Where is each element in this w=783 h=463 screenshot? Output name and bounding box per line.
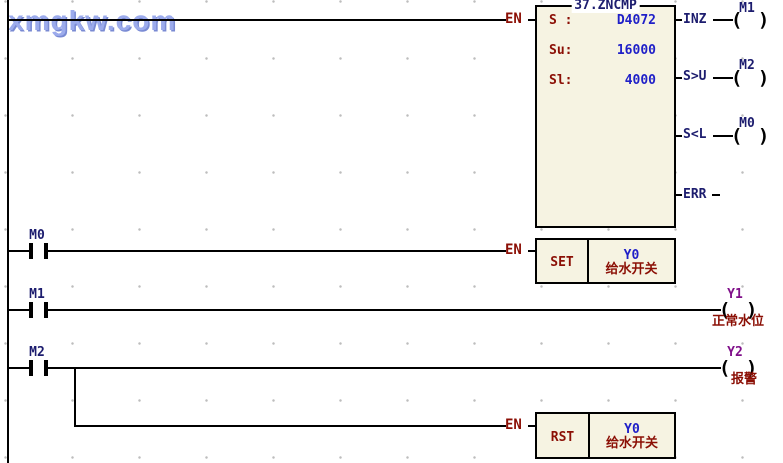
coil-y1-comment: 正常水位 xyxy=(711,314,764,329)
contact-m2[interactable] xyxy=(44,360,48,376)
param-s-label: S : xyxy=(549,13,573,28)
rung1-en-dash xyxy=(528,19,535,21)
coil-y2-label: Y2 xyxy=(727,345,743,360)
set-block[interactable]: SET Y0 给水开关 xyxy=(535,238,676,284)
rung2-wire-a xyxy=(9,250,31,252)
coil-y2[interactable]: ( ) xyxy=(719,357,760,379)
en-label-branch: EN xyxy=(505,417,522,433)
rst-block-divider xyxy=(588,412,590,459)
function-block-title: 37.ZNCMP xyxy=(571,0,640,13)
coil-m1-label: M1 xyxy=(739,1,755,16)
rung3-wire-b xyxy=(48,309,721,311)
contact-m2-label: M2 xyxy=(29,345,45,360)
coil-y1[interactable]: ( ) xyxy=(719,299,760,321)
set-comment: 给水开关 xyxy=(605,262,658,277)
sgu-wire xyxy=(713,77,733,79)
coil-m0[interactable]: ( ) xyxy=(731,125,772,147)
rung3-wire-a xyxy=(9,309,31,311)
en-label-rung2: EN xyxy=(505,242,522,258)
param-s-value[interactable]: D4072 xyxy=(616,13,656,28)
inz-stub xyxy=(676,19,682,21)
contact-m1-bar-left xyxy=(29,302,33,318)
param-sl-value[interactable]: 4000 xyxy=(624,73,656,88)
contact-m0-label: M0 xyxy=(29,228,45,243)
contact-m1-label: M1 xyxy=(29,287,45,302)
param-su-value[interactable]: 16000 xyxy=(616,43,656,58)
sgu-output-label: S>U xyxy=(683,69,707,84)
rung2-wire-b xyxy=(48,250,506,252)
inz-wire xyxy=(713,19,733,21)
sgu-stub xyxy=(676,77,682,79)
rung1-wire xyxy=(9,19,506,21)
rst-comment: 给水开关 xyxy=(605,436,658,451)
rst-operand[interactable]: Y0 xyxy=(624,422,640,437)
set-operand[interactable]: Y0 xyxy=(623,248,640,263)
rung4-wire-b xyxy=(48,367,721,369)
param-su-label: Su: xyxy=(549,43,573,58)
zncmp-function-block[interactable]: 37.ZNCMP S : D4072 Su: 16000 Sl: 4000 xyxy=(535,0,676,228)
err-output-label: ERR xyxy=(683,187,707,202)
branch-wire-horizontal xyxy=(74,425,506,427)
sll-wire xyxy=(713,135,733,137)
contact-m2-bar-left xyxy=(29,360,33,376)
contact-m1[interactable] xyxy=(44,302,48,318)
rst-op-label: RST xyxy=(550,430,575,445)
contact-m0-bar-left xyxy=(29,243,33,259)
contact-m0[interactable] xyxy=(44,243,48,259)
err-tail-stub xyxy=(712,194,720,196)
en-label-rung1: EN xyxy=(505,11,522,27)
sll-output-label: S<L xyxy=(683,127,707,142)
rung2-en-dash xyxy=(528,250,535,252)
branch-en-dash xyxy=(528,425,535,427)
power-rail-left xyxy=(7,0,9,463)
set-block-divider xyxy=(587,238,589,284)
param-sl-label: Sl: xyxy=(549,73,573,88)
rst-block[interactable]: RST Y0 给水开关 xyxy=(535,412,676,459)
coil-m1[interactable]: ( ) xyxy=(731,9,772,31)
coil-m0-label: M0 xyxy=(739,116,755,131)
err-stub xyxy=(676,194,682,196)
coil-m2[interactable]: ( ) xyxy=(731,67,772,89)
watermark: xmgkw.com xyxy=(8,5,177,36)
sll-stub xyxy=(676,135,682,137)
rung4-wire-a xyxy=(9,367,31,369)
branch-wire-vertical xyxy=(74,367,76,427)
coil-m2-label: M2 xyxy=(739,58,755,73)
coil-y1-label: Y1 xyxy=(727,287,743,302)
set-op-label: SET xyxy=(550,255,574,270)
coil-y2-comment: 报警 xyxy=(730,372,757,387)
inz-output-label: INZ xyxy=(683,12,707,27)
